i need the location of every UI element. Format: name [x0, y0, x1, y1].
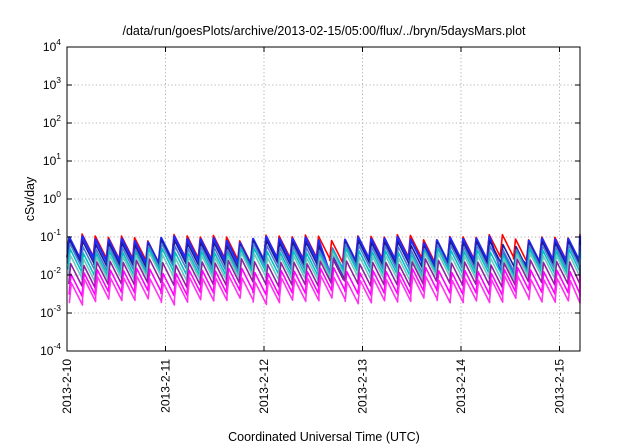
plot-frame: [66, 46, 581, 352]
y-tick-label: 100: [43, 189, 61, 206]
y-tick-label: 103: [43, 75, 61, 92]
y-tick-label: 10-2: [40, 265, 61, 282]
y-tick-label: 101: [43, 151, 61, 168]
x-tick-label: 2013-2-10: [60, 359, 74, 414]
series-line-8: [68, 266, 581, 298]
y-tick-label: 10-4: [40, 341, 61, 358]
series-layer: [66, 233, 582, 306]
chart-title: /data/run/goesPlots/archive/2013-02-15/0…: [122, 24, 526, 38]
x-axis-label: Coordinated Universal Time (UTC): [228, 430, 420, 444]
y-tick-label: 10-1: [40, 227, 61, 244]
x-tick-label: 2013-2-13: [355, 359, 369, 414]
x-tick-label: 2013-2-15: [552, 359, 566, 414]
grid: [67, 47, 580, 351]
y-tick-labels: 10-4 10-3 10-2 10-1 100 101 102 103 104: [40, 37, 61, 358]
y-tick-label: 10-3: [40, 303, 61, 320]
x-tick-label: 2013-2-12: [257, 359, 271, 414]
y-axis-label: cSv/day: [23, 176, 37, 221]
x-tick-label: 2013-2-11: [158, 359, 172, 413]
series-line-9: [68, 275, 581, 306]
x-tick-labels: 2013-2-10 2013-2-11 2013-2-12 2013-2-13 2013…: [60, 359, 566, 414]
tick-marks: [66, 46, 580, 352]
y-tick-label: 102: [43, 113, 61, 130]
y-tick-label: 104: [43, 37, 61, 54]
x-tick-label: 2013-2-14: [454, 359, 468, 414]
